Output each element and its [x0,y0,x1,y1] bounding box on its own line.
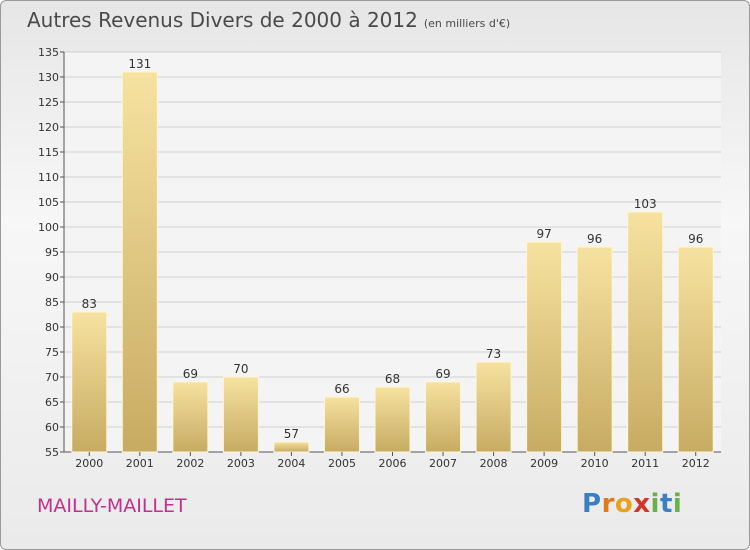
bar [526,241,563,453]
x-tick-label: 2011 [631,457,659,470]
logo-letter: i [650,489,660,519]
commune-name: MAILLY-MAILLET [37,495,187,517]
y-tick-label: 95 [45,246,59,259]
data-label: 96 [688,232,703,246]
data-label: 83 [82,297,97,311]
data-label: 57 [284,427,299,441]
y-tick-label: 125 [38,96,59,109]
bar [677,246,714,453]
logo-letter: i [672,489,683,519]
bar [374,386,411,453]
bar [323,396,360,453]
proxiti-logo[interactable]: Proxiti [582,489,682,519]
chart-title: Autres Revenus Divers de 2000 à 2012 (en … [27,8,510,32]
x-tick-label: 2010 [581,457,609,470]
x-tick-label: 2004 [277,457,305,470]
x-tick-label: 2002 [176,457,204,470]
x-tick-label: 2003 [227,457,255,470]
logo-letter: x [633,489,651,519]
y-tick-label: 90 [45,271,59,284]
y-tick-label: 130 [38,71,59,84]
bar [627,211,664,453]
y-tick-label: 75 [45,346,59,359]
bar [222,376,259,453]
bar [475,361,512,453]
x-tick-label: 2009 [530,457,558,470]
x-tick-label: 2000 [75,457,103,470]
bar [576,246,613,453]
x-tick-label: 2008 [480,457,508,470]
y-tick-label: 70 [45,371,59,384]
y-tick-label: 55 [45,446,59,459]
x-tick-label: 2012 [682,457,710,470]
bar [172,381,209,453]
data-label: 70 [233,362,248,376]
data-label: 66 [334,382,349,396]
y-tick-label: 105 [38,196,59,209]
logo-letter: t [659,489,673,519]
data-label: 69 [183,367,198,381]
logo-letter: P [582,489,602,519]
logo-letter: r [601,489,615,519]
y-tick-label: 80 [45,321,59,334]
data-label: 97 [536,227,551,241]
x-tick-label: 2005 [328,457,356,470]
y-tick-label: 100 [38,221,59,234]
y-tick-label: 85 [45,296,59,309]
y-tick-label: 135 [38,46,59,59]
y-tick-label: 115 [38,146,59,159]
y-tick-label: 65 [45,396,59,409]
y-tick-label: 60 [45,421,59,434]
bar [71,311,108,453]
unit-note: (en milliers d'€) [423,17,511,30]
bar [273,441,310,453]
data-label: 73 [486,347,501,361]
bar [121,71,158,453]
data-label: 103 [634,197,657,211]
y-tick-label: 120 [38,121,59,134]
data-label: 69 [435,367,450,381]
data-label: 68 [385,372,400,386]
data-label: 131 [128,57,151,71]
logo-letter: o [614,489,634,519]
bar [425,381,462,453]
x-tick-label: 2006 [379,457,407,470]
chart-title-text: Autres Revenus Divers de 2000 à 2012 [27,8,418,32]
x-tick-label: 2001 [126,457,154,470]
data-label: 96 [587,232,602,246]
y-tick-label: 110 [38,171,59,184]
x-tick-label: 2007 [429,457,457,470]
